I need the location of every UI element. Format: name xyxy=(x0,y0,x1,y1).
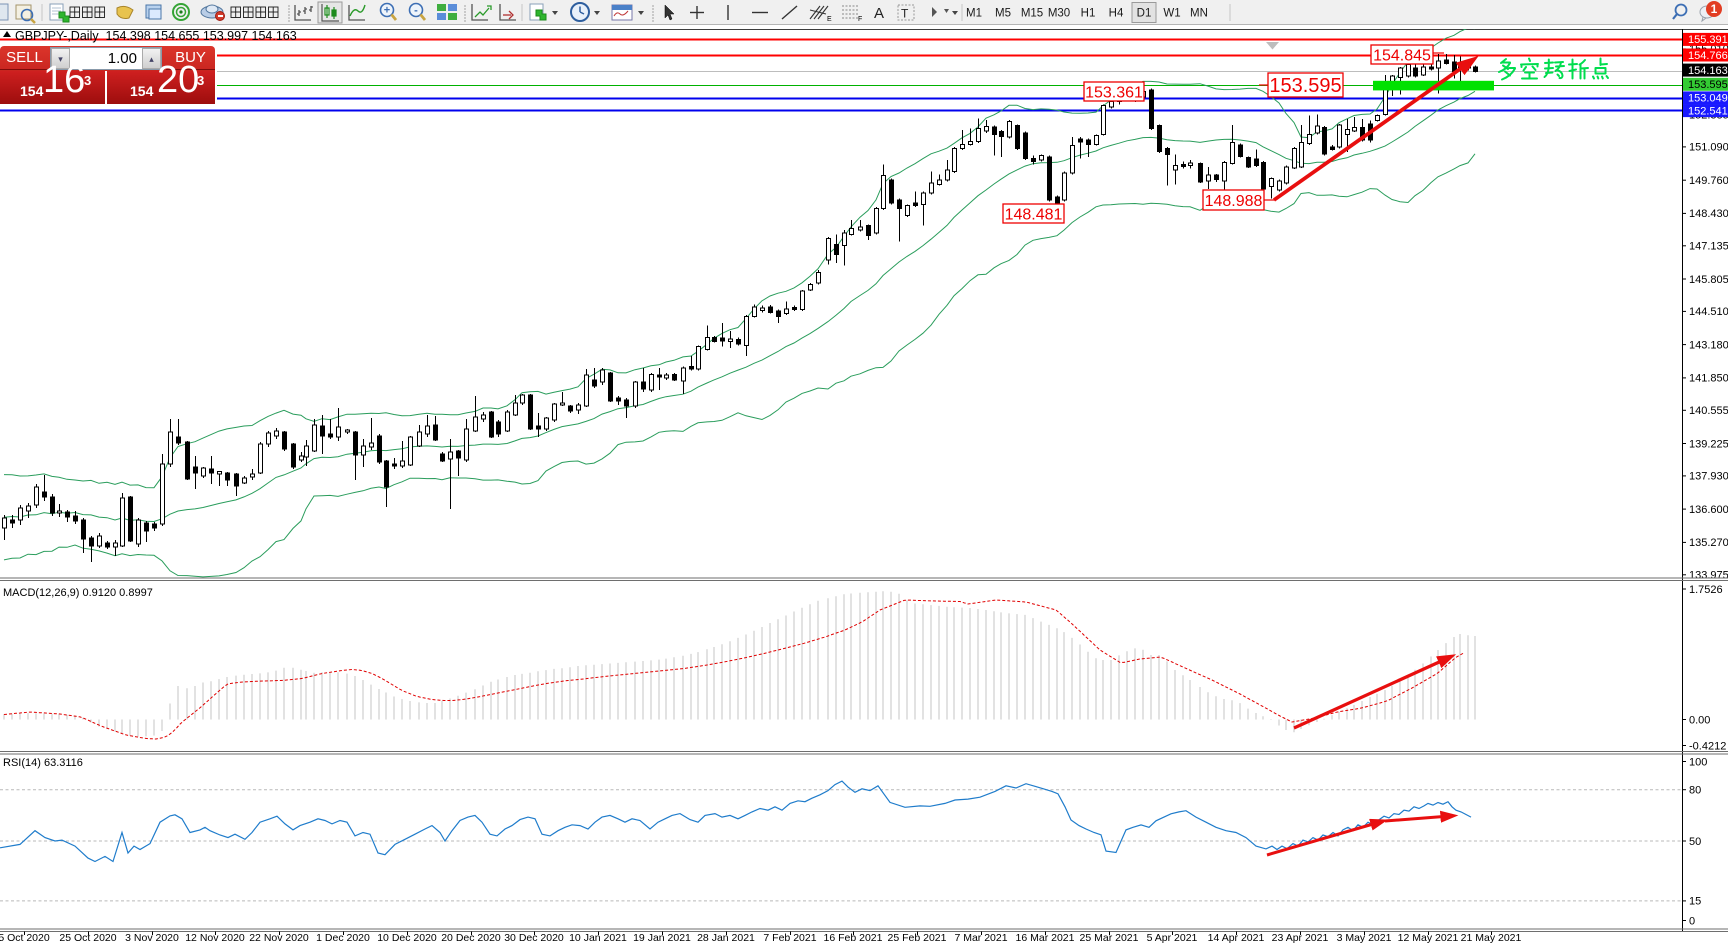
svg-text:100: 100 xyxy=(1689,756,1707,768)
svg-text:MACD(12,26,9) 0.9120 0.8997: MACD(12,26,9) 0.9120 0.8997 xyxy=(3,587,153,599)
svg-text:148.430: 148.430 xyxy=(1689,208,1728,220)
svg-text:1.7526: 1.7526 xyxy=(1689,584,1723,596)
svg-text:25 Feb 2021: 25 Feb 2021 xyxy=(888,932,947,944)
svg-text:135.270: 135.270 xyxy=(1689,537,1728,549)
svg-text:T: T xyxy=(901,7,909,21)
svg-text:25 Mar 2021: 25 Mar 2021 xyxy=(1080,932,1139,944)
svg-text:+: + xyxy=(384,5,390,17)
svg-text:RSI(14) 63.3116: RSI(14) 63.3116 xyxy=(3,757,83,769)
svg-text:22 Nov 2020: 22 Nov 2020 xyxy=(249,932,309,944)
svg-text:154.766: 154.766 xyxy=(1688,50,1728,62)
svg-text:14 Apr 2021: 14 Apr 2021 xyxy=(1208,932,1265,944)
svg-text:H1: H1 xyxy=(1081,8,1096,20)
svg-text:5 Oct 2020: 5 Oct 2020 xyxy=(0,932,50,944)
svg-text:M30: M30 xyxy=(1048,8,1070,20)
svg-text:21 May 2021: 21 May 2021 xyxy=(1461,932,1522,944)
svg-text:30 Dec 2020: 30 Dec 2020 xyxy=(504,932,564,944)
svg-text:16 Feb 2021: 16 Feb 2021 xyxy=(824,932,883,944)
svg-text:0.00: 0.00 xyxy=(1689,714,1710,726)
svg-text:0: 0 xyxy=(1689,915,1695,927)
svg-text:23 Apr 2021: 23 Apr 2021 xyxy=(1272,932,1329,944)
svg-text:153.595: 153.595 xyxy=(1269,75,1341,97)
svg-text:154.845: 154.845 xyxy=(1373,47,1431,64)
svg-text:12 Nov 2020: 12 Nov 2020 xyxy=(185,932,245,944)
svg-text:M1: M1 xyxy=(966,8,982,20)
svg-text:137.930: 137.930 xyxy=(1689,471,1728,483)
svg-text:20 Dec 2020: 20 Dec 2020 xyxy=(441,932,501,944)
svg-text:M15: M15 xyxy=(1021,8,1043,20)
svg-text:A: A xyxy=(874,5,884,22)
svg-text:10 Dec 2020: 10 Dec 2020 xyxy=(377,932,437,944)
svg-text:1 Dec 2020: 1 Dec 2020 xyxy=(316,932,370,944)
svg-text:154.163: 154.163 xyxy=(1688,65,1728,77)
svg-text:139.225: 139.225 xyxy=(1689,438,1728,450)
svg-text:16 Mar 2021: 16 Mar 2021 xyxy=(1016,932,1075,944)
svg-text:12 May 2021: 12 May 2021 xyxy=(1398,932,1459,944)
svg-text:E: E xyxy=(827,16,832,23)
svg-text:147.135: 147.135 xyxy=(1689,241,1728,253)
svg-text:7 Feb 2021: 7 Feb 2021 xyxy=(763,932,816,944)
svg-text:153.049: 153.049 xyxy=(1688,93,1728,105)
svg-text:141.850: 141.850 xyxy=(1689,373,1728,385)
svg-text:M5: M5 xyxy=(995,8,1011,20)
svg-text:1: 1 xyxy=(1711,2,1718,16)
svg-text:GBPJPY-,Daily 154.398 154.655: GBPJPY-,Daily 154.398 154.655 153.997 15… xyxy=(15,29,297,43)
svg-text:-0.4212: -0.4212 xyxy=(1689,740,1726,752)
svg-text:MN: MN xyxy=(1190,8,1208,20)
svg-text:80: 80 xyxy=(1689,785,1701,797)
svg-text:F: F xyxy=(858,16,862,23)
svg-text:143.180: 143.180 xyxy=(1689,339,1728,351)
svg-text:136.600: 136.600 xyxy=(1689,504,1728,516)
svg-text:140.555: 140.555 xyxy=(1689,405,1728,417)
svg-text:155.391: 155.391 xyxy=(1688,34,1728,46)
svg-text:15: 15 xyxy=(1689,896,1701,908)
svg-text:151.090: 151.090 xyxy=(1689,142,1728,154)
svg-text:28 Jan 2021: 28 Jan 2021 xyxy=(697,932,755,944)
svg-text:148.988: 148.988 xyxy=(1205,193,1263,210)
svg-text:152.541: 152.541 xyxy=(1688,105,1728,117)
svg-text:7 Mar 2021: 7 Mar 2021 xyxy=(954,932,1007,944)
svg-text:W1: W1 xyxy=(1163,8,1180,20)
svg-text:149.760: 149.760 xyxy=(1689,175,1728,187)
svg-text:145.805: 145.805 xyxy=(1689,274,1728,286)
svg-text:3 Nov 2020: 3 Nov 2020 xyxy=(125,932,179,944)
svg-text:144.510: 144.510 xyxy=(1689,306,1728,318)
svg-text:133.975: 133.975 xyxy=(1689,570,1728,582)
svg-text:153.595: 153.595 xyxy=(1688,79,1728,91)
svg-text:H4: H4 xyxy=(1109,8,1124,20)
svg-text:50: 50 xyxy=(1689,836,1701,848)
svg-text:D1: D1 xyxy=(1137,8,1152,20)
svg-text:3 May 2021: 3 May 2021 xyxy=(1337,932,1392,944)
svg-text:19 Jan 2021: 19 Jan 2021 xyxy=(633,932,691,944)
svg-text:5 Apr 2021: 5 Apr 2021 xyxy=(1147,932,1198,944)
svg-text:25 Oct 2020: 25 Oct 2020 xyxy=(59,932,116,944)
svg-text:148.481: 148.481 xyxy=(1005,206,1063,223)
svg-text:-: - xyxy=(414,5,418,17)
svg-text:10 Jan 2021: 10 Jan 2021 xyxy=(569,932,627,944)
svg-text:153.361: 153.361 xyxy=(1085,84,1143,101)
